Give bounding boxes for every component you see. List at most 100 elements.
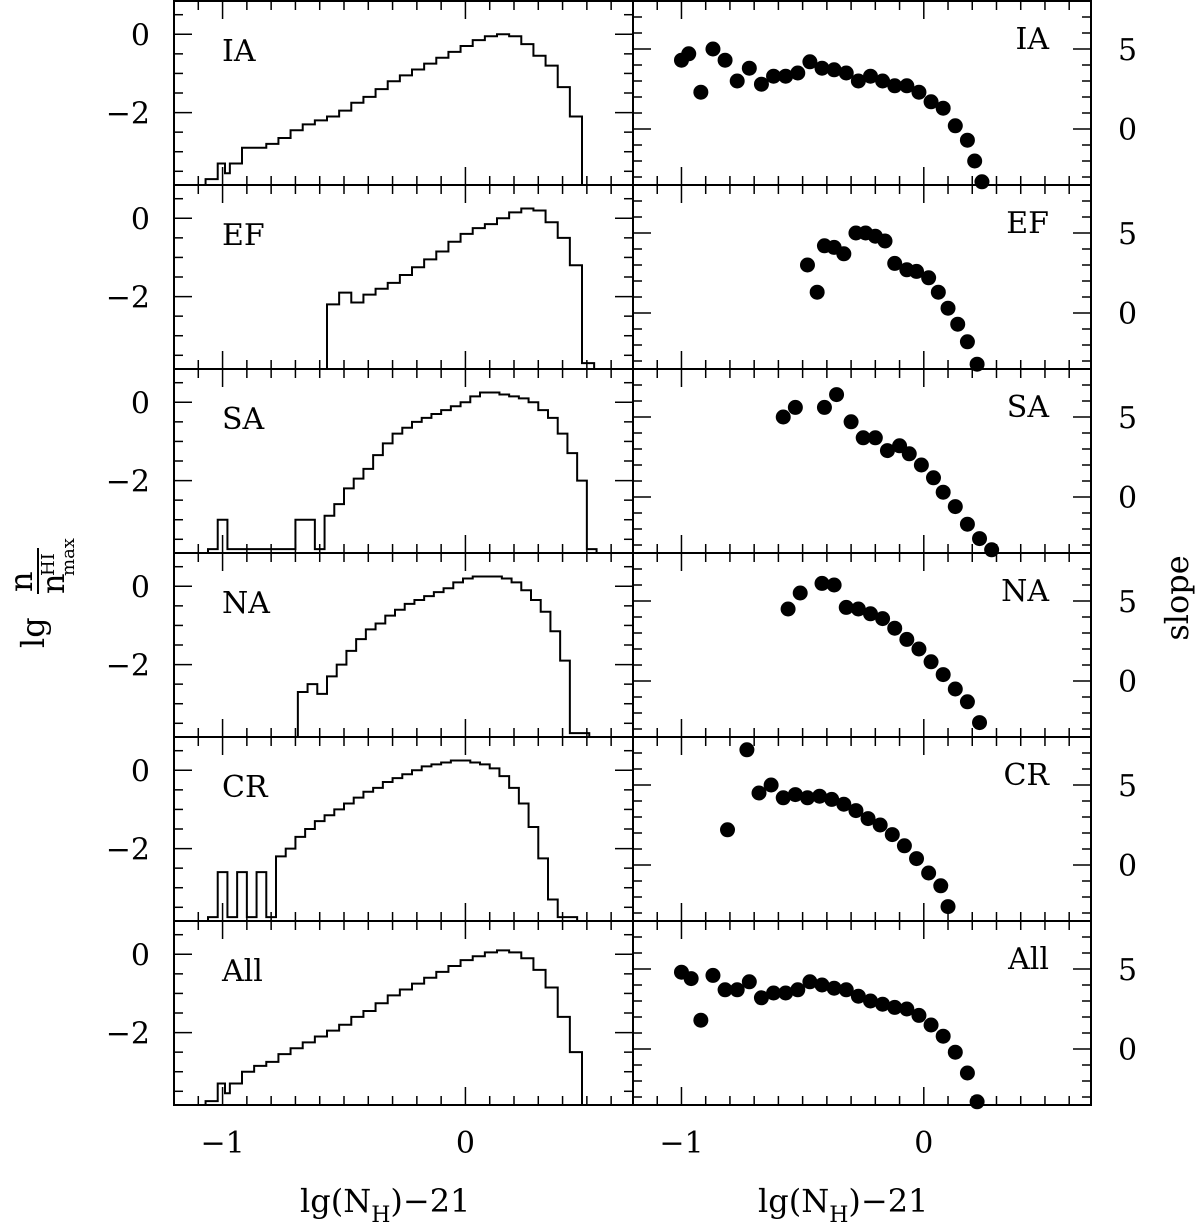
slope-point	[862, 993, 878, 1009]
panel-row-ef: EF EF	[173, 184, 1092, 372]
y-tick-label-left: 0	[131, 386, 150, 421]
histogram-all	[204, 949, 583, 1105]
histogram-cr	[207, 759, 579, 921]
panel-label-left: All	[221, 954, 263, 989]
slope-point	[836, 246, 852, 262]
y-tick-label-left: −2	[106, 833, 150, 868]
slope-point	[879, 443, 895, 459]
slope-point	[809, 284, 825, 300]
slope-point	[947, 1044, 963, 1060]
slope-point	[875, 996, 891, 1012]
slope-point	[799, 790, 815, 806]
slope-point	[940, 300, 956, 316]
slope-point	[959, 1065, 975, 1081]
y-tick-label-left: −2	[106, 649, 150, 684]
left-panel-frame	[173, 552, 634, 738]
panel-label-right: IA	[1015, 22, 1049, 57]
y-tick-label-left: 0	[131, 938, 150, 973]
panel-label-right: CR	[1003, 758, 1050, 793]
histogram-ia	[204, 33, 583, 185]
slope-point	[913, 457, 929, 473]
y-tick-label-right: 0	[1118, 113, 1137, 148]
slope-point	[850, 73, 866, 89]
y-tick-label-right: 5	[1118, 953, 1137, 988]
panel-label-right: SA	[1007, 390, 1050, 425]
left-axis-title-den-sup: HI	[38, 553, 59, 576]
slope-point	[940, 899, 956, 915]
panel-label-left: SA	[222, 402, 265, 437]
y-tick-label-left: −2	[106, 465, 150, 500]
y-tick-label-right: 0	[1118, 849, 1137, 884]
slope-point	[814, 977, 830, 993]
slope-point	[901, 446, 917, 462]
panel-row-all: All All	[173, 920, 1092, 1110]
y-tick-label-right: 5	[1118, 769, 1137, 804]
slope-point	[720, 822, 736, 838]
slope-point	[790, 65, 806, 81]
slope-point	[824, 791, 840, 807]
slope-point	[829, 387, 845, 403]
panel-label-left: CR	[222, 770, 269, 805]
slope-point	[681, 46, 697, 62]
slope-point	[693, 1012, 709, 1028]
panel-label-right: EF	[1006, 206, 1049, 241]
slope-point	[950, 316, 966, 332]
slope-point	[867, 430, 883, 446]
slope-point	[923, 654, 939, 670]
slope-point	[717, 982, 733, 998]
panel-row-na: NA NA	[173, 552, 1092, 738]
slope-point	[763, 777, 779, 793]
slope-point	[875, 611, 891, 627]
slope-point	[826, 577, 842, 593]
slope-point	[887, 620, 903, 636]
slope-point	[911, 84, 927, 100]
slope-point	[896, 838, 912, 854]
left-panel-frame	[173, 184, 634, 370]
slope-point	[862, 606, 878, 622]
slope-point	[935, 667, 951, 683]
slope-point	[969, 1094, 985, 1110]
left-axis-title-num: n	[2, 571, 40, 592]
slope-point	[909, 263, 925, 279]
slope-point	[826, 62, 842, 78]
x-tick-label: −1	[659, 1126, 703, 1161]
x-tick-labels: −1 0 −1 0	[200, 1126, 933, 1161]
slope-point	[816, 399, 832, 415]
y-tick-label-left: 0	[131, 202, 150, 237]
slope-point	[877, 233, 893, 249]
left-axis-title-den-sub: max	[58, 538, 79, 576]
slope-point	[790, 982, 806, 998]
y-tick-label-left: 0	[131, 18, 150, 53]
slope-point	[911, 1007, 927, 1023]
slope-point	[921, 270, 937, 286]
slope-point	[884, 827, 900, 843]
y-tick-label-left: −2	[106, 97, 150, 132]
y-tick-label-right: 0	[1118, 481, 1137, 516]
slope-point	[947, 681, 963, 697]
slope-point	[814, 575, 830, 591]
slope-point	[887, 255, 903, 271]
panel-row-ia: IA IA	[173, 0, 1092, 190]
slope-point	[705, 967, 721, 983]
x-axis-title-right: lg(NH)−21	[758, 1182, 928, 1227]
slope-point	[729, 982, 745, 998]
slope-point	[717, 52, 733, 68]
slope-point	[923, 94, 939, 110]
slope-point	[887, 999, 903, 1015]
slope-point	[792, 585, 808, 601]
x-tick-label: −1	[200, 1126, 244, 1161]
slope-point	[959, 694, 975, 710]
y-tick-label-left: −2	[106, 1017, 150, 1052]
slope-point	[780, 601, 796, 617]
left-axis-title: lg n n HI max	[2, 538, 79, 648]
slope-point	[933, 878, 949, 894]
histogram-sa	[207, 391, 598, 553]
slope-point	[872, 817, 888, 833]
y-tick-label-right: 5	[1118, 217, 1137, 252]
y-tick-label-right: 0	[1118, 665, 1137, 700]
panel-label-left: IA	[222, 34, 256, 69]
slope-point	[766, 68, 782, 84]
x-axis-title-left: lg(NH)−21	[300, 1182, 470, 1227]
slope-point	[753, 76, 769, 92]
